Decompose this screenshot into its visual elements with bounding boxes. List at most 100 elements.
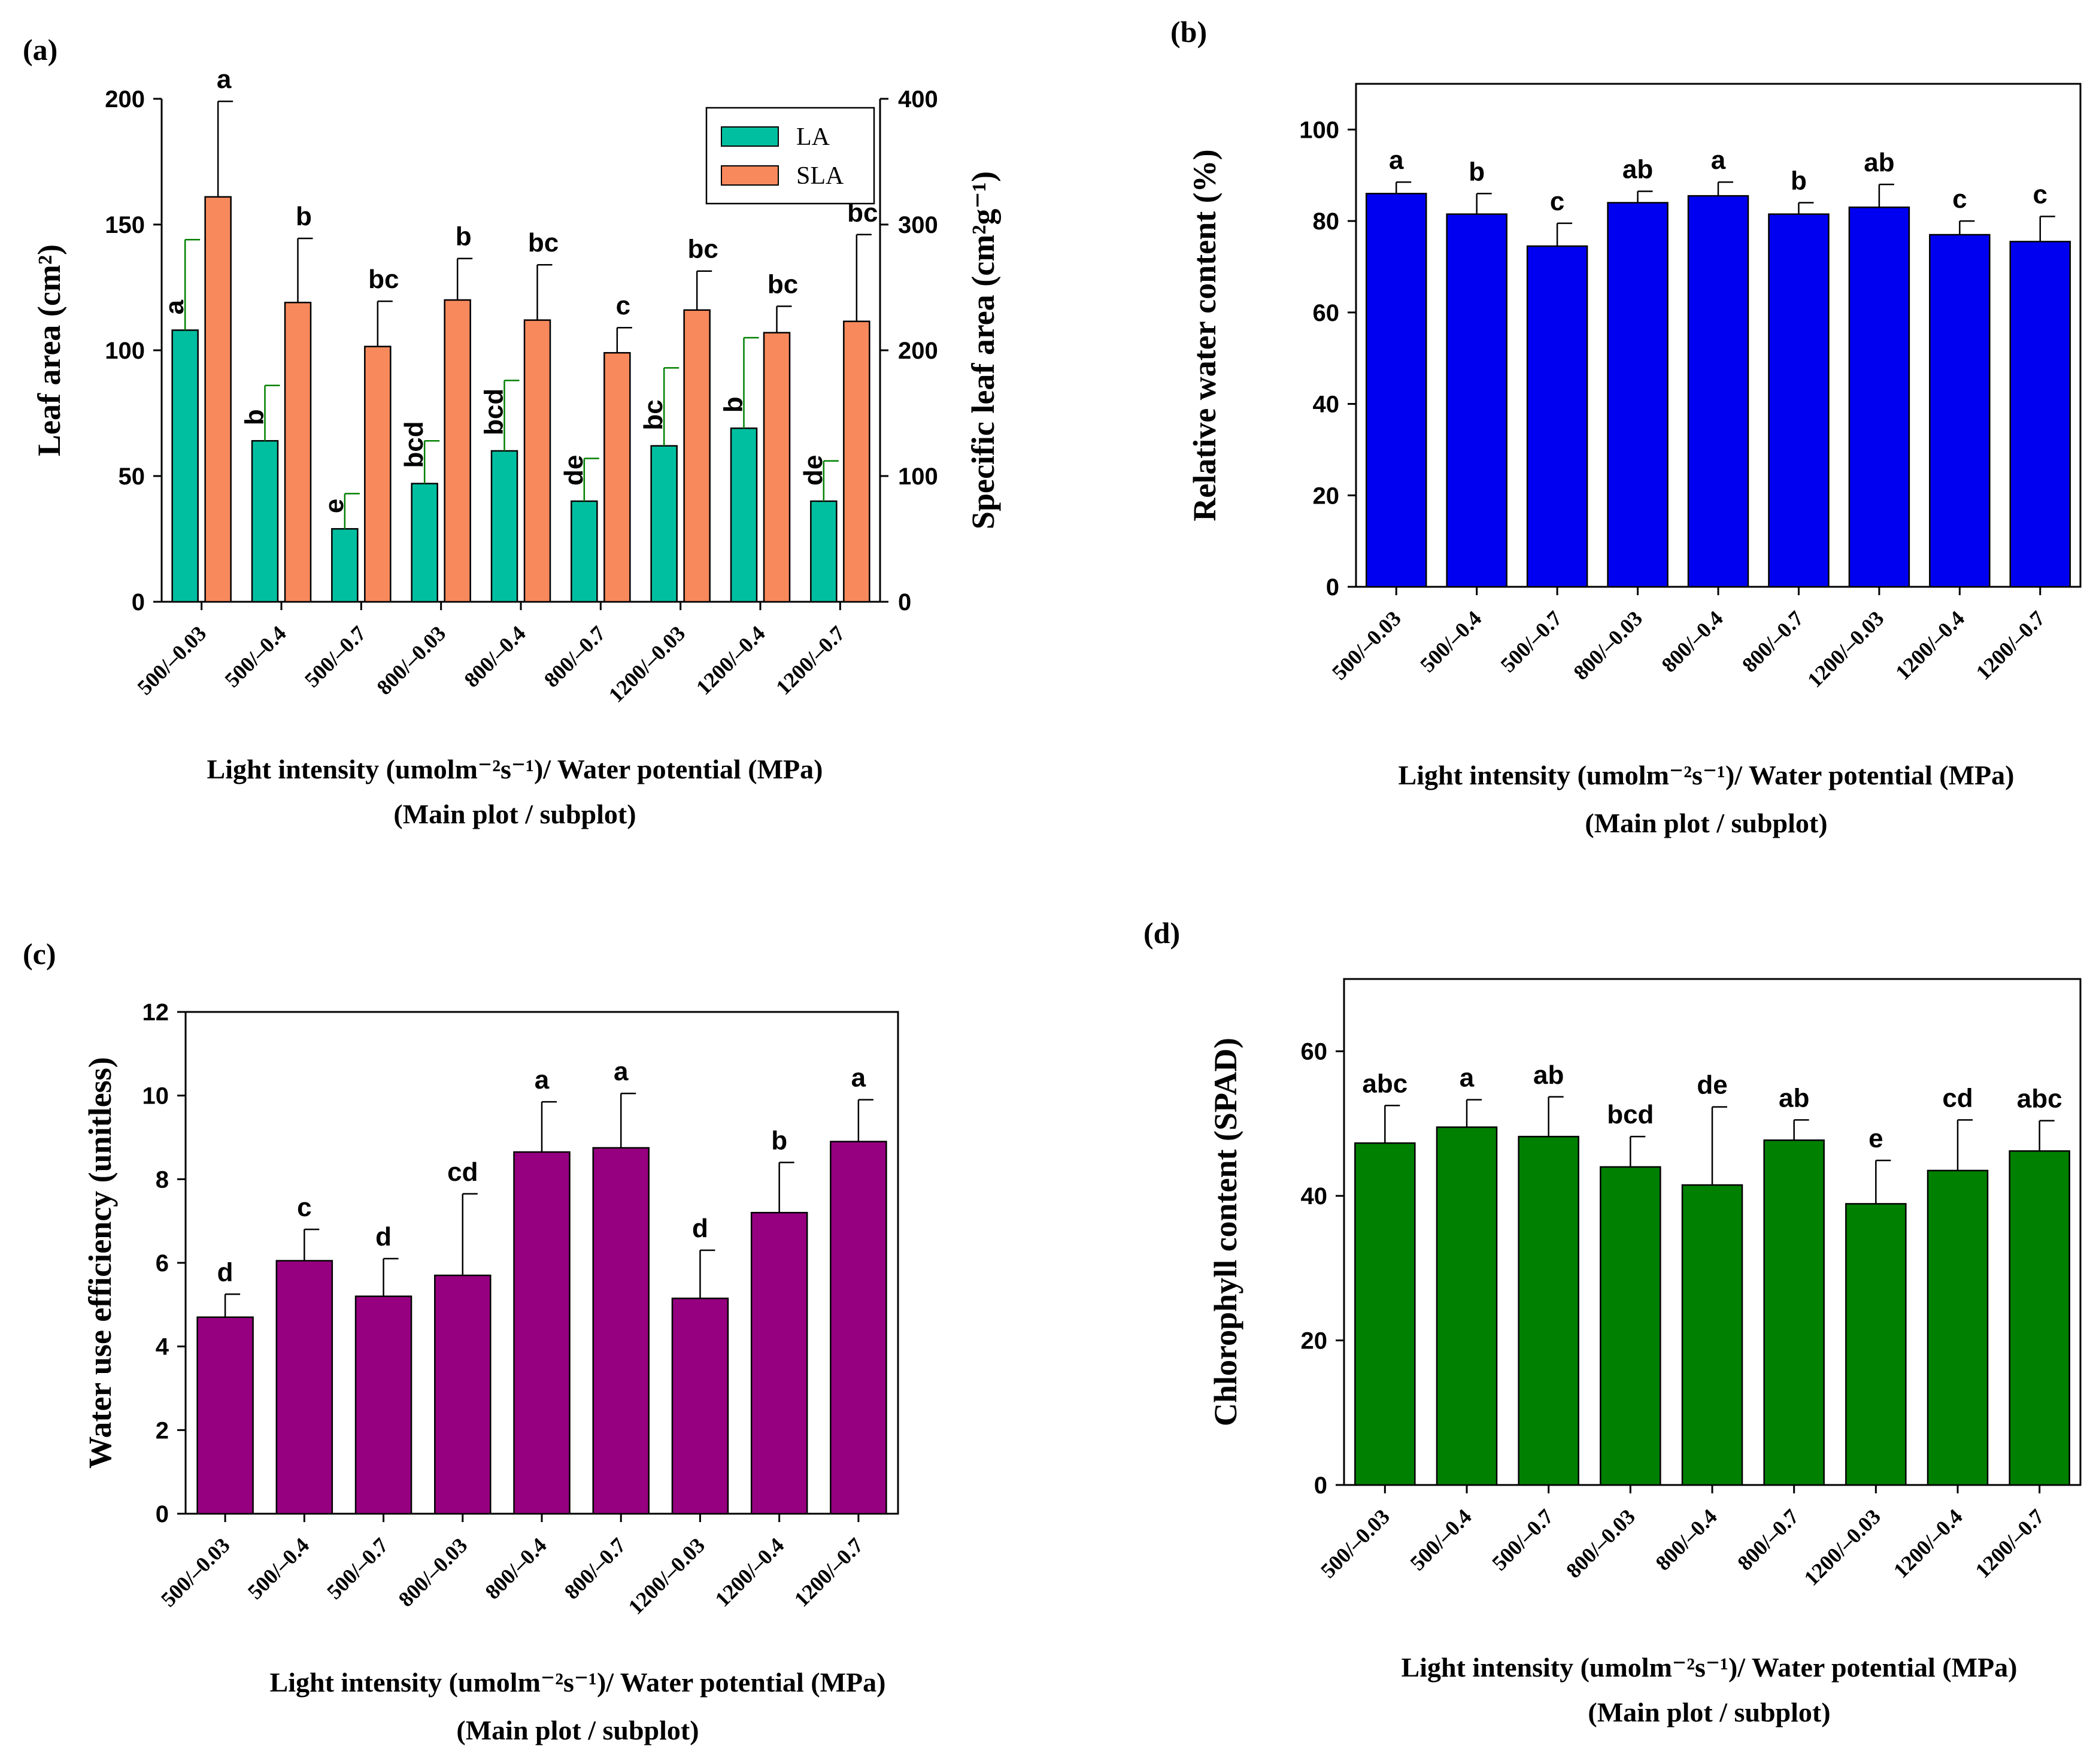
significance-letter: c — [1550, 187, 1564, 216]
bar-rwc — [1768, 213, 1830, 588]
x-tick-label: 500/–0.4 — [1406, 1504, 1476, 1575]
bar-rwc — [2009, 241, 2071, 588]
significance-letter: a — [535, 1065, 550, 1095]
legend-label-sla: SLA — [796, 162, 844, 190]
bar-spad — [1354, 1142, 1416, 1486]
x-tick-label: 800/–0.7 — [1737, 606, 1808, 677]
x-tick-label: 800/–0.4 — [1651, 1504, 1722, 1575]
bar-wue — [671, 1298, 729, 1515]
bar-sla — [444, 299, 471, 603]
x-tick-label: 800/–0.03 — [372, 621, 450, 699]
bar-la — [810, 500, 838, 603]
bar-spad — [2009, 1150, 2070, 1486]
x-axis-subtitle: (Main plot / subplot) — [1585, 808, 1827, 838]
significance-letter: ab — [1779, 1083, 1809, 1113]
significance-letter: b — [719, 396, 748, 413]
bar-la — [411, 483, 438, 603]
y-tick-label: 60 — [1313, 300, 1340, 326]
bar-la — [730, 427, 758, 603]
significance-letter: b — [456, 222, 472, 251]
legend: LA SLA — [705, 107, 875, 205]
significance-letter: c — [1952, 184, 1967, 214]
y-tick-label: 100 — [105, 338, 145, 364]
y2-tick-label: 300 — [898, 212, 938, 238]
x-tick-label: 800/–0.03 — [1569, 606, 1647, 684]
bar-wue — [434, 1274, 492, 1515]
bar-la — [251, 440, 279, 603]
bar-sla — [204, 196, 232, 603]
y2-tick-label: 100 — [898, 463, 938, 490]
x-tick-label: 500/–0.4 — [1415, 606, 1486, 677]
significance-letter: bcd — [399, 421, 429, 468]
significance-letter: c — [616, 291, 630, 320]
bar-spad — [1927, 1169, 1989, 1486]
significance-letter: b — [1469, 157, 1485, 186]
y-tick-label: 0 — [1326, 574, 1339, 601]
significance-letter: a — [1711, 146, 1726, 175]
significance-letter: bc — [639, 399, 668, 430]
y2-tick-label: 200 — [898, 338, 938, 364]
y-tick-label: 0 — [156, 1501, 169, 1527]
significance-letter: b — [296, 202, 312, 231]
x-tick-label: 500/–0.03 — [132, 621, 211, 699]
x-tick-label: 1200/–0.7 — [1971, 606, 2050, 684]
significance-letter: de — [559, 455, 589, 486]
chart-panel-c: (c) 0 2 4 6 8 10 12 500/–0.03 d 500/–0.4 c 500/–0.7 d… — [23, 937, 899, 1745]
x-tick-label: 500/–0.03 — [156, 1533, 235, 1611]
x-tick-label: 800/–0.7 — [539, 621, 610, 692]
x-tick-label: 800/–0.4 — [460, 621, 530, 692]
significance-letter: ab — [1533, 1060, 1564, 1090]
bar-la — [650, 445, 678, 603]
y-axis-title: Chlorophyll content (SPAD) — [1208, 1038, 1243, 1426]
panel-label: (c) — [23, 937, 56, 971]
x-tick-label: 500/–0.7 — [322, 1533, 393, 1604]
x-tick-label: 1200/–0.03 — [1799, 1504, 1885, 1590]
significance-letter: cd — [1942, 1083, 1973, 1113]
y-axis-title: Relative water content (%) — [1187, 149, 1223, 521]
bar-sla — [763, 332, 791, 603]
significance-letter: ab — [1864, 148, 1894, 177]
bar-sla — [523, 319, 551, 603]
x-tick-label: 1200/–0.4 — [1891, 606, 1969, 684]
y-tick-label: 200 — [105, 86, 145, 113]
significance-letter: a — [1389, 146, 1404, 175]
bar-rwc — [1687, 195, 1749, 588]
x-tick-label: 1200/–0.4 — [1889, 1504, 1967, 1583]
bar-sla — [364, 345, 392, 603]
panel-label: (b) — [1170, 15, 1207, 49]
bar-rwc — [1365, 193, 1427, 588]
y-tick-label: 20 — [1313, 483, 1340, 509]
significance-letter: bc — [768, 270, 798, 299]
significance-letter: a — [614, 1057, 629, 1086]
x-axis-title: Light intensity (umolm⁻²s⁻¹)/ Water pote… — [1402, 1652, 2018, 1683]
significance-letter: abc — [2017, 1084, 2062, 1114]
y-tick-label: 0 — [132, 589, 145, 616]
legend-swatch-sla — [721, 165, 779, 186]
significance-letter: a — [160, 299, 189, 314]
chart-panel-b: (b) 0 20 40 60 80 100 500/–0.03 a 500/–0.4 b 500/–0… — [1170, 15, 2082, 838]
bar-la — [171, 329, 199, 603]
bar-spad — [1436, 1126, 1498, 1486]
y-tick-label: 80 — [1313, 208, 1340, 235]
x-axis-title: Light intensity (umolm⁻²s⁻¹)/ Water pote… — [270, 1667, 886, 1698]
bar-la — [571, 500, 598, 603]
bar-rwc — [1607, 202, 1669, 588]
bar-wue — [275, 1260, 333, 1515]
y-tick-label: 40 — [1301, 1183, 1328, 1210]
bar-sla — [603, 351, 631, 603]
y-axis-title: Leaf area (cm²) — [31, 244, 67, 456]
bar-wue — [513, 1151, 571, 1515]
legend-label-la: LA — [796, 123, 830, 151]
y-tick-label: 2 — [156, 1417, 169, 1444]
x-tick-label: 500/–0.4 — [243, 1533, 314, 1604]
significance-letter: c — [297, 1193, 311, 1222]
bar-wue — [592, 1147, 650, 1515]
x-axis-title: Light intensity (umolm⁻²s⁻¹)/ Water pote… — [207, 754, 823, 784]
x-tick-label: 500/–0.7 — [300, 621, 371, 692]
significance-letter: de — [1697, 1071, 1727, 1100]
y-tick-label: 60 — [1301, 1039, 1328, 1065]
bar-wue — [750, 1211, 808, 1515]
bar-la — [331, 528, 359, 603]
significance-letter: abc — [1362, 1069, 1408, 1098]
x-tick-label: 1200/–0.7 — [771, 621, 850, 699]
